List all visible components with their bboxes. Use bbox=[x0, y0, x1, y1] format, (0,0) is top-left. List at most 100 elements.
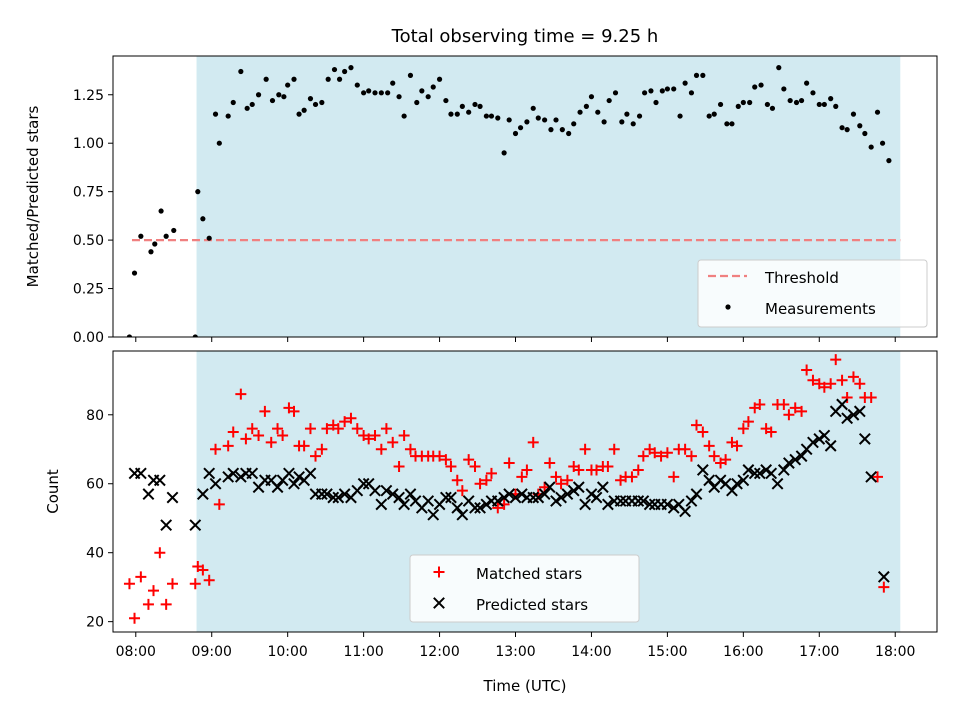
measurement-point bbox=[566, 130, 572, 137]
matched-star-point bbox=[142, 598, 154, 610]
predicted-star-point bbox=[632, 495, 645, 507]
matched-star-point bbox=[742, 416, 754, 428]
matched-star-point bbox=[321, 423, 333, 435]
matched-star-point bbox=[655, 450, 667, 462]
matched-star-point bbox=[210, 443, 222, 455]
measurement-point bbox=[524, 119, 530, 125]
chart-title: Total observing time = 9.25 h bbox=[391, 26, 659, 47]
measurement-point bbox=[588, 94, 595, 100]
matched-star-point bbox=[259, 405, 271, 417]
measurement-point bbox=[131, 270, 138, 276]
measurement-point bbox=[448, 111, 454, 117]
measurement-point bbox=[163, 233, 169, 239]
measurement-point bbox=[249, 101, 255, 108]
matched-star-point bbox=[469, 461, 481, 473]
y-tick-label: 1.25 bbox=[73, 88, 104, 104]
matched-star-point bbox=[451, 474, 463, 486]
measurement-point bbox=[407, 72, 414, 78]
predicted-star-point bbox=[439, 491, 452, 504]
matched-star-point bbox=[166, 578, 178, 590]
legend-measurements-swatch bbox=[725, 304, 731, 310]
measurement-point bbox=[443, 97, 449, 104]
x-tick-label: 08:00 bbox=[116, 644, 156, 660]
measurement-point bbox=[677, 113, 683, 119]
measurement-point bbox=[577, 109, 583, 115]
bottom-panel: 20 40 60 80 08:00 09:00 10:00 11:00 12:00 13:00 14… bbox=[44, 350, 938, 695]
predicted-star-point bbox=[585, 488, 598, 500]
measurement-point bbox=[312, 101, 319, 108]
measurement-point bbox=[506, 117, 512, 123]
matched-star-point bbox=[387, 436, 399, 448]
predicted-star-point bbox=[550, 495, 562, 507]
measurement-point bbox=[354, 82, 360, 88]
measurement-point bbox=[553, 117, 559, 123]
measurement-point bbox=[636, 113, 643, 119]
measurement-point bbox=[583, 103, 589, 109]
matched-star-point bbox=[298, 440, 310, 452]
measurement-point bbox=[879, 140, 886, 146]
measurement-point bbox=[648, 88, 654, 94]
measurement-point bbox=[816, 101, 822, 108]
measurement-point bbox=[361, 90, 367, 96]
measurement-point bbox=[844, 127, 850, 133]
predicted-star-point bbox=[515, 488, 528, 500]
matched-star-point bbox=[203, 574, 215, 586]
predicted-star-point bbox=[445, 491, 457, 504]
measurement-point bbox=[238, 68, 244, 75]
matched-star-point bbox=[521, 464, 533, 476]
measurement-point bbox=[430, 84, 436, 90]
plot-frame bbox=[112, 350, 938, 633]
matched-star-point bbox=[527, 436, 539, 448]
predicted-star-point bbox=[203, 467, 216, 480]
measurement-point bbox=[595, 109, 601, 115]
y-tick-label: 80 bbox=[86, 408, 104, 424]
x-tick-label: 11:00 bbox=[343, 644, 383, 660]
predicted-star-point bbox=[189, 519, 202, 532]
measurement-point bbox=[342, 68, 348, 75]
matched-star-point bbox=[265, 436, 277, 448]
matched-star-point bbox=[720, 454, 732, 466]
measurement-point bbox=[571, 121, 577, 127]
series-0 bbox=[126, 65, 892, 337]
measurement-point bbox=[291, 76, 297, 82]
matched-star-point bbox=[129, 612, 141, 624]
matched-star-point bbox=[754, 398, 766, 410]
predicted-star-point bbox=[765, 467, 778, 480]
matched-star-point bbox=[304, 423, 316, 435]
measurement-point bbox=[752, 84, 758, 90]
predicted-star-point bbox=[813, 433, 826, 445]
predicted-star-point bbox=[847, 408, 860, 421]
matched-star-point bbox=[878, 581, 890, 593]
matched-star-point bbox=[679, 443, 691, 455]
predicted-star-point bbox=[731, 477, 743, 490]
matched-star-point bbox=[789, 402, 801, 414]
matched-star-point bbox=[731, 440, 743, 452]
predicted-star-point bbox=[246, 467, 259, 480]
predicted-star-point bbox=[338, 488, 351, 500]
measurement-point bbox=[285, 82, 291, 88]
predicted-star-point bbox=[643, 498, 656, 511]
predicted-star-point bbox=[614, 495, 627, 507]
measurement-point bbox=[372, 90, 378, 96]
measurement-point bbox=[425, 94, 431, 100]
predicted-star-point bbox=[679, 505, 692, 518]
measurement-point bbox=[390, 80, 396, 86]
measurement-point bbox=[436, 76, 443, 82]
matched-star-point bbox=[818, 381, 830, 393]
predicted-star-point bbox=[877, 570, 890, 583]
predicted-star-point bbox=[271, 481, 284, 494]
matched-star-point bbox=[685, 450, 697, 462]
predicted-star-point bbox=[315, 488, 328, 500]
measurement-point bbox=[612, 90, 619, 96]
measurement-point bbox=[624, 111, 630, 117]
series-1 bbox=[128, 398, 890, 583]
measurement-point bbox=[336, 76, 343, 82]
measurement-point bbox=[152, 241, 158, 247]
measurement-point bbox=[688, 90, 695, 96]
measurement-point bbox=[195, 189, 201, 195]
measurement-point bbox=[138, 233, 144, 239]
predicted-star-point bbox=[227, 467, 240, 480]
predicted-star-point bbox=[369, 484, 381, 497]
matched-star-point bbox=[637, 450, 649, 462]
